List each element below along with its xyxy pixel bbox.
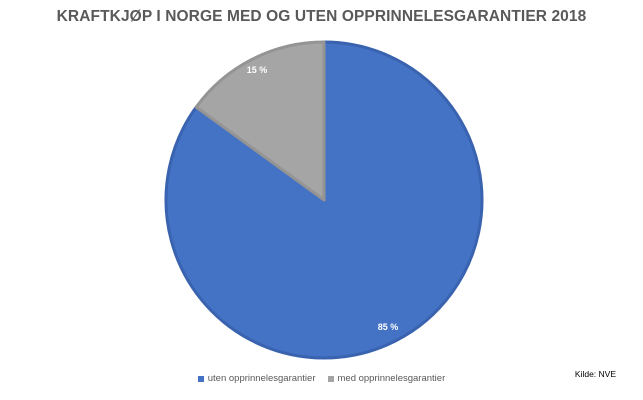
- chart-title: KRAFTKJØP I NORGE MED OG UTEN OPPRINNELE…: [56, 8, 587, 25]
- source-note: Kilde: NVE: [574, 369, 616, 379]
- pie-slice-label-1: 15 %: [247, 65, 268, 75]
- chart-legend: uten opprinnelesgarantier med opprinnele…: [0, 373, 643, 384]
- legend-swatch-med: [327, 375, 334, 382]
- legend-item-med: med opprinnelesgarantier: [327, 373, 446, 384]
- legend-swatch-uten: [197, 375, 204, 382]
- pie-slice-1: [194, 40, 326, 202]
- legend-item-uten: uten opprinnelesgarantier: [197, 373, 316, 384]
- legend-label-uten: uten opprinnelesgarantier: [207, 373, 316, 384]
- pie-slice-label-0: 85 %: [378, 322, 399, 332]
- legend-label-med: med opprinnelesgarantier: [337, 373, 446, 384]
